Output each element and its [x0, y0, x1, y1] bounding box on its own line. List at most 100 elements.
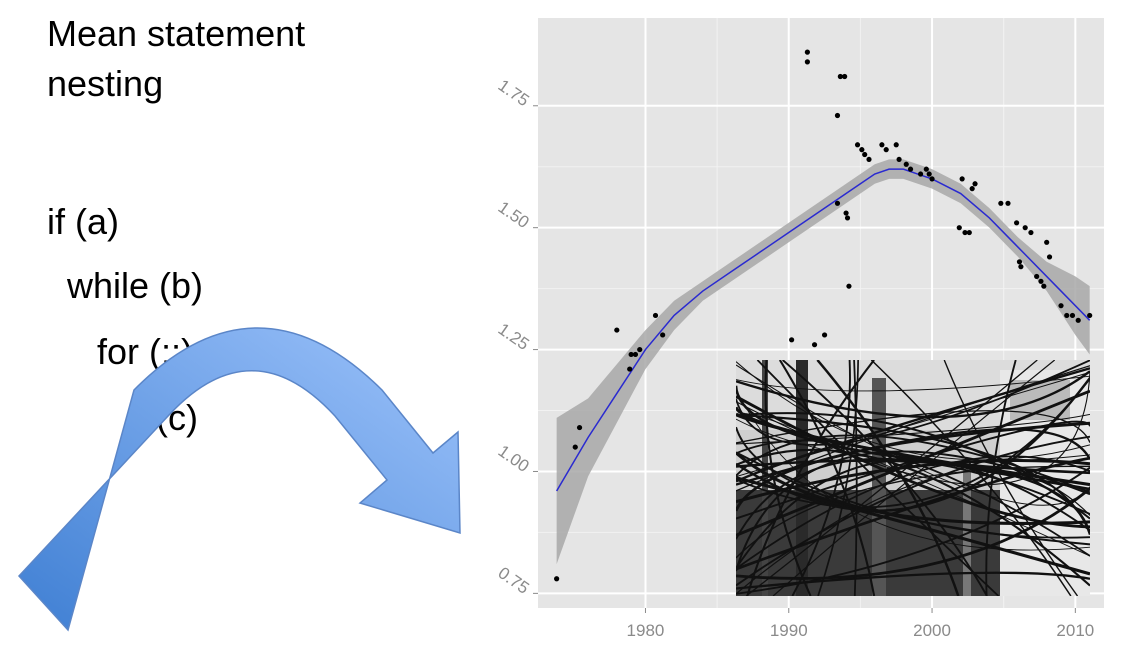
tangled-power-lines-photo — [736, 360, 1090, 596]
y-tick-label: 1.50 — [495, 198, 533, 233]
data-point — [956, 225, 962, 231]
data-point — [966, 229, 972, 236]
power-wire — [736, 389, 1090, 537]
curved-arrow-icon — [17, 327, 461, 632]
data-point — [627, 366, 633, 372]
data-point — [883, 147, 889, 153]
data-point — [1058, 303, 1064, 309]
data-point — [844, 215, 851, 221]
data-point — [862, 151, 868, 158]
y-tick-label: 1.25 — [495, 319, 533, 354]
data-point — [1022, 225, 1028, 231]
power-wire — [746, 360, 875, 596]
power-wire — [985, 360, 1017, 596]
power-wire — [736, 395, 1090, 529]
data-point — [962, 229, 968, 236]
code-line-1: if (a) — [47, 201, 119, 242]
data-point — [843, 210, 849, 216]
power-wire — [870, 360, 1072, 596]
power-wire — [817, 360, 859, 596]
slide-title-line-1: Mean statement — [47, 13, 306, 54]
data-point — [846, 283, 852, 289]
x-tick-label: 2010 — [1056, 621, 1094, 640]
x-tick-label: 1990 — [770, 621, 808, 640]
slide-title-line-2: nesting — [47, 63, 164, 104]
y-tick-label: 1.00 — [495, 441, 533, 476]
data-point — [903, 161, 909, 167]
power-wire — [756, 360, 1000, 596]
data-point — [554, 576, 560, 582]
x-axis-ticks: 1980 1990 2000 2010 — [627, 608, 1094, 640]
power-wire — [853, 360, 858, 596]
data-point — [842, 73, 848, 80]
power-wire — [736, 418, 1090, 463]
data-point — [632, 351, 639, 358]
power-wire — [782, 360, 988, 596]
power-wire — [764, 360, 812, 596]
data-point — [837, 73, 843, 80]
power-wire — [791, 360, 851, 596]
power-wire — [736, 435, 1090, 587]
data-point — [998, 200, 1004, 206]
power-wire — [736, 451, 1090, 539]
data-point — [1087, 312, 1093, 319]
power-wire — [745, 360, 1038, 596]
data-point — [789, 337, 795, 343]
power-wire — [736, 370, 1090, 419]
power-wire — [736, 465, 1090, 559]
data-points — [554, 49, 1093, 582]
power-wire — [943, 360, 1079, 596]
data-point — [854, 142, 861, 148]
data-point — [572, 444, 578, 450]
data-point — [1075, 317, 1081, 323]
data-point — [614, 327, 620, 333]
slide-title: Mean statement nesting — [47, 16, 305, 102]
smooth-trend-line — [555, 168, 1091, 492]
data-point — [896, 156, 902, 163]
y-tick-label: 1.75 — [495, 76, 533, 111]
data-point — [1046, 254, 1053, 260]
data-point — [859, 147, 865, 153]
data-point — [637, 346, 643, 353]
power-wire — [736, 428, 1090, 486]
data-point — [1028, 229, 1034, 236]
data-point — [834, 112, 841, 119]
data-point — [917, 171, 924, 177]
data-point — [1044, 239, 1050, 245]
data-point — [804, 49, 810, 55]
data-point — [907, 166, 914, 172]
data-point — [893, 142, 899, 148]
data-point — [1016, 259, 1023, 265]
data-point — [834, 200, 841, 206]
y-tick-label: 0.75 — [495, 563, 533, 598]
data-point — [926, 171, 932, 177]
data-point — [576, 424, 583, 431]
data-point — [929, 176, 935, 182]
power-wire — [772, 360, 1056, 596]
data-point — [1018, 264, 1024, 270]
data-point — [1034, 273, 1040, 280]
y-axis-ticks: 0.75 1.00 1.25 1.50 1.75 — [495, 76, 538, 598]
power-wire — [736, 439, 1090, 557]
x-tick-label: 2000 — [913, 621, 951, 640]
data-point — [1013, 220, 1020, 226]
data-point — [923, 166, 929, 172]
power-wire — [778, 360, 876, 596]
data-point — [821, 332, 828, 338]
data-point — [969, 186, 975, 192]
data-point — [1069, 312, 1076, 319]
data-point — [628, 351, 634, 358]
data-point — [1064, 312, 1070, 319]
data-point — [1038, 278, 1044, 284]
data-point — [660, 332, 666, 338]
data-point — [1041, 283, 1047, 289]
data-point — [959, 176, 965, 182]
data-point — [972, 181, 978, 187]
smooth-line — [555, 168, 1091, 492]
data-point — [804, 59, 810, 65]
data-point — [1005, 200, 1011, 206]
data-point — [652, 312, 659, 319]
code-line-2: while (b) — [67, 265, 204, 306]
data-point — [811, 342, 818, 348]
